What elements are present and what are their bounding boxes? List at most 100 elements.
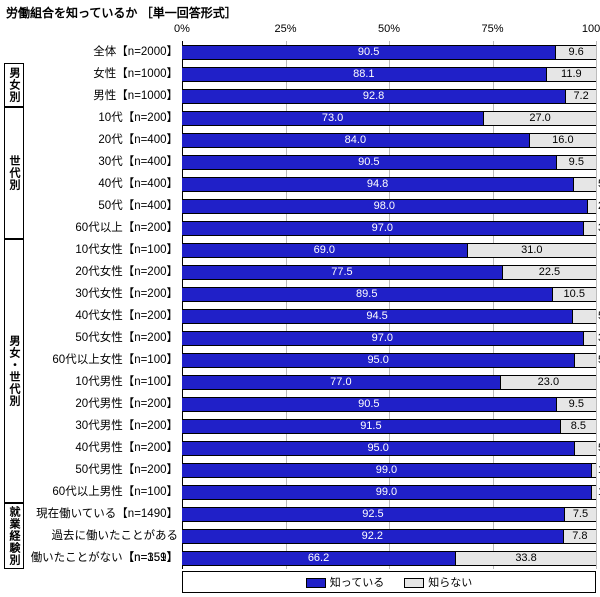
bar-segment-notknow: 9.6 [556,46,596,59]
row-label: 40代【n=400】 [24,173,182,195]
row-label: 30代男性【n=200】 [24,415,182,437]
row-label: 10代女性【n=100】 [24,239,182,261]
bar-segment-know: 90.5 [182,398,557,411]
row-label: 20代【n=400】 [24,129,182,151]
bar-track: 73.027.0 [182,111,596,126]
bar-segment-know: 99.0 [182,486,592,499]
bar-segment-know: 84.0 [182,134,530,147]
bar-row: 94.85.3 [182,173,596,195]
bar-row: 90.59.5 [182,151,596,173]
bar-row: 99.01.0 [182,481,596,503]
bar-value-label: 5.5 [596,310,600,322]
bar-segment-notknow: 3.0 [584,222,596,235]
bar-value-label: 1.0 [596,486,600,498]
row-label: 全体【n=2000】 [24,41,182,63]
bar-segment-know: 66.2 [182,552,456,565]
row-label: 60代以上女性【n=100】 [24,349,182,371]
bar-segment-notknow: 8.5 [561,420,596,433]
row-label: 50代【n=400】 [24,195,182,217]
bar-segment-notknow: 2.0 [588,200,596,213]
bar-row: 92.87.2 [182,85,596,107]
bar-row: 98.02.0 [182,195,596,217]
bar-track: 94.85.3 [182,177,596,192]
x-axis: 0%25%50%75%100% [182,23,596,41]
bar-row: 69.031.0 [182,239,596,261]
bar-track: 92.27.8 [182,529,596,544]
bar-segment-know: 94.8 [182,178,574,191]
bar-track: 77.522.5 [182,265,596,280]
bar-segment-notknow: 5.3 [574,178,596,191]
bar-segment-notknow: 1.0 [592,464,596,477]
bar-segment-know: 95.0 [182,354,575,367]
group-label: 就業経験別 [4,503,24,569]
bar-track: 69.031.0 [182,243,596,258]
chart-title: 労働組合を知っているか ［単一回答形式］ [4,4,596,21]
bar-track: 95.05.0 [182,441,596,456]
bar-segment-know: 97.0 [182,332,584,345]
legend: 知っている 知らない [182,571,596,593]
bar-segment-know: 99.0 [182,464,592,477]
row-label: 10代【n=200】 [24,107,182,129]
legend-item: 知らない [404,574,472,590]
bar-segment-notknow: 10.5 [553,288,596,301]
bar-row: 92.27.8 [182,525,596,547]
row-label: 40代女性【n=200】 [24,305,182,327]
bar-value-label: 3.0 [596,222,600,234]
legend-item: 知っている [306,574,384,590]
bar-row: 88.111.9 [182,63,596,85]
row-label: 働いたことがない【n=151】 [24,547,182,569]
bar-row: 66.233.8 [182,547,596,569]
bar-row: 77.522.5 [182,261,596,283]
bar-segment-notknow: 22.5 [503,266,596,279]
bar-track: 92.87.2 [182,89,596,104]
bar-track: 95.05.0 [182,353,596,368]
bar-row: 94.55.5 [182,305,596,327]
row-label: 男性【n=1000】 [24,85,182,107]
legend-swatch [306,578,326,588]
bar-segment-notknow: 9.5 [557,156,596,169]
row-label: 60代以上男性【n=100】 [24,481,182,503]
bar-segment-notknow: 5.0 [575,442,596,455]
bar-track: 97.03.0 [182,221,596,236]
bar-segment-know: 77.0 [182,376,501,389]
bar-segment-know: 92.8 [182,90,566,103]
row-label: 40代男性【n=200】 [24,437,182,459]
row-label: 50代女性【n=200】 [24,327,182,349]
bar-track: 99.01.0 [182,485,596,500]
row-label: 20代女性【n=200】 [24,261,182,283]
bar-track: 90.59.5 [182,155,596,170]
bar-segment-know: 69.0 [182,244,468,257]
bar-segment-know: 98.0 [182,200,588,213]
bar-row: 97.03.0 [182,217,596,239]
bar-value-label: 3.0 [596,332,600,344]
x-axis-tick: 0% [174,23,190,35]
bar-segment-notknow: 16.0 [530,134,596,147]
bar-row: 77.023.0 [182,371,596,393]
bar-row: 90.59.6 [182,41,596,63]
bar-segment-know: 88.1 [182,68,547,81]
bar-segment-know: 95.0 [182,442,575,455]
bar-segment-notknow: 11.9 [547,68,596,81]
bar-segment-notknow: 7.2 [566,90,596,103]
bar-row: 97.03.0 [182,327,596,349]
row-label: 30代女性【n=200】 [24,283,182,305]
row-label: 30代【n=400】 [24,151,182,173]
bar-track: 90.59.5 [182,397,596,412]
bar-track: 90.59.6 [182,45,596,60]
x-axis-tick: 100% [582,23,600,35]
bar-track: 94.55.5 [182,309,596,324]
bar-track: 98.02.0 [182,199,596,214]
bar-segment-notknow: 1.0 [592,486,596,499]
bar-row: 84.016.0 [182,129,596,151]
legend-swatch [404,578,424,588]
bar-value-label: 2.0 [596,200,600,212]
row-label: 10代男性【n=100】 [24,371,182,393]
x-axis-tick: 25% [274,23,296,35]
bar-row: 91.58.5 [182,415,596,437]
x-axis-tick: 75% [481,23,503,35]
bar-segment-know: 89.5 [182,288,553,301]
bar-segment-notknow: 7.8 [564,530,596,543]
bar-segment-notknow: 31.0 [468,244,596,257]
bar-track: 66.233.8 [182,551,596,566]
group-label-column: 男女別世代別男女・世代別就業経験別 [4,23,24,593]
